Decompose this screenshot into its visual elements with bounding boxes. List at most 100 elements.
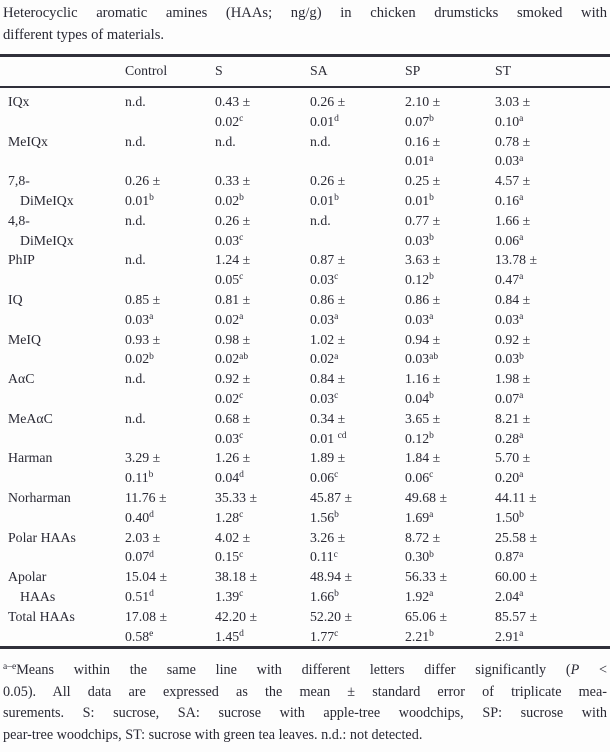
significance-letter: d <box>239 628 244 639</box>
cell-se: 1.39 <box>215 588 240 604</box>
footnote-line: surements. S: sucrose, SA: sucrose with … <box>3 703 607 725</box>
cell-mean: n.d. <box>125 410 146 426</box>
cell-se: 0.07 <box>495 390 520 406</box>
significance-letter: a <box>519 232 524 243</box>
data-cell: 0.26 ± 0.01b <box>310 171 405 211</box>
table-row: MeIQ 0.93 ±0.02b 0.98 ±0.02ab 1.02 ±0.02a 0.… <box>8 330 608 370</box>
cell-se-line: 0.03a <box>495 151 608 171</box>
cell-se: 0.03 <box>405 311 430 327</box>
significance-letter: a <box>519 470 524 481</box>
data-cell: 1.16 ± 0.04b <box>405 369 495 409</box>
cell-mean: 0.92 ± <box>215 371 251 387</box>
data-cell: 3.65 ± 0.12b <box>405 409 495 449</box>
cell-mean: 48.94 ± <box>310 569 353 585</box>
cell-se-line: 1.92a <box>405 587 495 607</box>
significance-letter: b <box>429 193 434 204</box>
table-row: MeAαC n.d. 0.68 ±0.03c 0.34 ±0.01 cd 3.65 ±0… <box>8 409 608 449</box>
data-cell: 49.68 ± 1.69a <box>405 488 495 528</box>
data-cell: 5.70 ± 0.20a <box>495 448 608 488</box>
data-cell: 0.81 ± 0.02a <box>215 290 310 330</box>
cell-se: 2.91 <box>495 628 520 644</box>
cell-mean: 0.98 ± <box>215 331 251 347</box>
significance-letter: b <box>429 430 434 441</box>
cell-se-line: 1.39c <box>215 587 310 607</box>
cell-se-line: 0.04b <box>405 389 495 409</box>
cell-se-line: 0.30b <box>405 547 495 567</box>
data-cell: 1.66 ± 0.06a <box>495 211 608 251</box>
data-cell: 25.58 ± 0.87a <box>495 528 608 568</box>
cell-mean: n.d. <box>125 94 146 109</box>
cell-se: 2.21 <box>405 628 430 644</box>
cell-se-line: 1.77c <box>310 627 405 647</box>
cell-se: 0.01 <box>310 430 338 446</box>
footnote-line: 0.05). All data are expressed as the mea… <box>3 682 607 704</box>
significance-letter: a <box>334 351 339 362</box>
row-label: MeAαC <box>8 409 125 449</box>
significance-letter: e <box>149 628 154 639</box>
cell-se: 0.03 <box>215 232 240 248</box>
data-cell: n.d. <box>125 409 215 449</box>
cell-mean: 0.34 ± <box>310 410 346 426</box>
data-cell: 0.92 ± 0.02c <box>215 369 310 409</box>
data-cell: 48.94 ± 1.66b <box>310 567 405 607</box>
cell-mean: 15.04 ± <box>125 569 168 585</box>
data-cell: n.d. <box>125 132 215 172</box>
cell-mean: n.d. <box>125 133 146 149</box>
footnote-segment: surements. S: sucrose, SA: sucrose with … <box>3 705 607 722</box>
significance-letter: a <box>429 509 434 520</box>
cell-se-line: 0.12b <box>405 429 495 449</box>
significance-letter: a <box>519 193 524 204</box>
cell-se: 0.87 <box>495 549 520 565</box>
cell-se: 0.03 <box>125 311 150 327</box>
data-cell: 17.08 ± 0.58e <box>125 607 215 647</box>
data-cell: 0.26 ± 0.01b <box>125 171 215 211</box>
cell-se-line: 1.50b <box>495 508 608 528</box>
data-cell: 15.04 ± 0.51d <box>125 567 215 607</box>
cell-mean: 56.33 ± <box>405 569 448 585</box>
cell-se-line: 0.28a <box>495 429 608 449</box>
row-label-line: IQx <box>8 94 30 109</box>
cell-mean: 4.57 ± <box>495 173 531 189</box>
data-cell: 0.16 ± 0.01a <box>405 132 495 172</box>
footnote-line: pear-tree woodchips, ST: sucrose with gr… <box>3 725 607 747</box>
cell-mean: 0.92 ± <box>495 331 531 347</box>
cell-mean: n.d. <box>125 371 146 387</box>
cell-se: 0.15 <box>215 549 240 565</box>
significance-letter: a <box>239 311 244 322</box>
footnote-segment: a–e <box>3 662 17 673</box>
cell-se: 0.10 <box>495 113 520 129</box>
cell-se: 1.69 <box>405 509 430 525</box>
table-row: 7,8- DiMeIQx 0.26 ±0.01b 0.33 ±0.02b 0.26 ±0… <box>8 171 608 211</box>
cell-se: 0.01 <box>310 113 335 129</box>
data-cell: n.d. <box>125 92 215 132</box>
cell-se: 0.03 <box>310 390 335 406</box>
significance-letter: a <box>519 589 524 600</box>
cell-se: 0.07 <box>405 113 430 129</box>
row-label-line: HAAs <box>20 588 56 604</box>
row-label-line: Norharman <box>8 489 71 505</box>
cell-se: 0.03 <box>495 311 520 327</box>
cell-se: 0.51 <box>125 588 150 604</box>
cell-mean: 13.78 ± <box>495 252 538 268</box>
cell-se: 0.02 <box>310 351 335 367</box>
row-label: MeIQx <box>8 132 125 172</box>
data-cell: 0.84 ± 0.03c <box>310 369 405 409</box>
cell-se-line: 0.07b <box>405 112 495 132</box>
significance-letter: b <box>429 272 434 283</box>
cell-se-line <box>310 151 405 171</box>
cell-se: 0.06 <box>310 470 335 486</box>
cell-se-line: 0.47a <box>495 270 608 290</box>
cell-mean: 1.84 ± <box>405 450 441 466</box>
cell-se-line: 0.03c <box>310 270 405 290</box>
data-cell: 4.02 ± 0.15c <box>215 528 310 568</box>
cell-se-line: 0.01d <box>310 112 405 132</box>
data-cell: 0.25 ± 0.01b <box>405 171 495 211</box>
significance-letter: a <box>519 549 524 560</box>
cell-se-line: 0.03c <box>215 231 310 251</box>
cell-se-line: 0.51d <box>125 587 215 607</box>
row-label-line: DiMeIQx <box>20 232 74 248</box>
data-cell: 38.18 ± 1.39c <box>215 567 310 607</box>
cell-mean: 0.86 ± <box>310 291 346 307</box>
significance-letter: c <box>334 628 339 639</box>
significance-letter: b <box>429 232 434 243</box>
